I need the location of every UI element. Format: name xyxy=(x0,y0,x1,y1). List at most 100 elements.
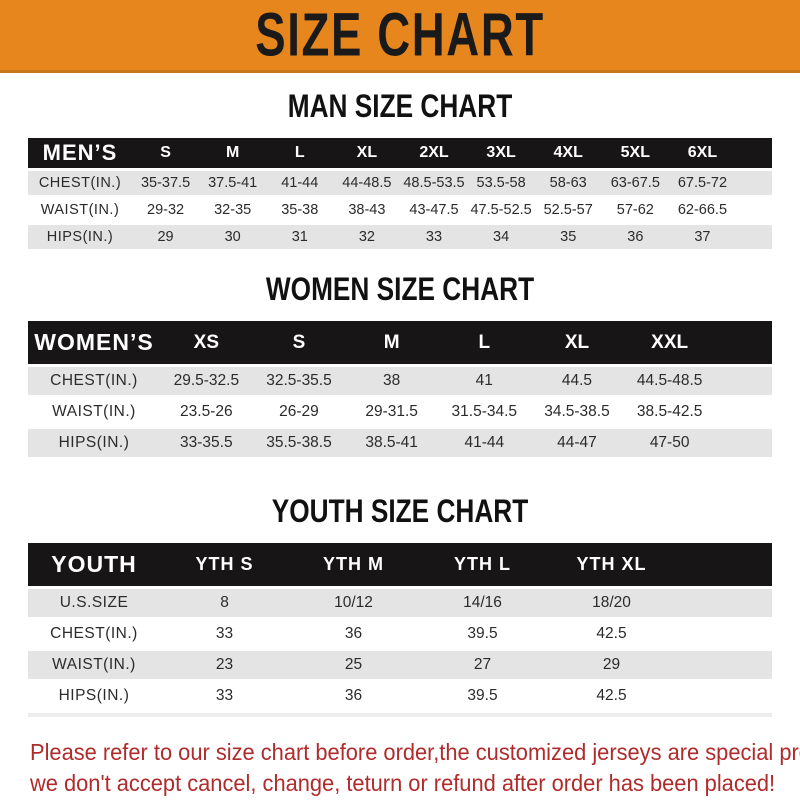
size-column-header: 3XL xyxy=(486,144,516,161)
size-table: MEN’S S M L XL 2XL 3XL 4XL 5XL 6XL CHEST(IN.) 35-37… xyxy=(28,135,772,252)
size-value-cell: 43-47.5 xyxy=(409,202,459,218)
size-value-cell: 41-44 xyxy=(464,434,505,451)
size-value-cell: 38-43 xyxy=(348,202,386,218)
row-label-cell: HIPS(IN.) xyxy=(58,687,130,704)
man-size-chart-title: MAN SIZE CHART xyxy=(287,88,513,124)
size-column-header: S xyxy=(160,144,171,161)
table-corner-label: WOMEN’S xyxy=(34,329,154,355)
size-value-cell: 32-35 xyxy=(214,202,252,218)
size-value-cell: 37 xyxy=(694,229,711,245)
size-value-cell: 34.5-38.5 xyxy=(544,403,610,420)
size-value-cell: 31.5-34.5 xyxy=(451,403,518,420)
size-value-cell: 35-37.5 xyxy=(140,175,191,191)
table-row: WAIST(IN.) 23 25 27 29 xyxy=(28,651,772,679)
size-column-header: L xyxy=(294,144,305,161)
table-corner-label: YOUTH xyxy=(51,551,137,577)
size-value-cell: 32 xyxy=(358,229,375,245)
womens-size-table: WOMEN’S XS S M L XL XXL CHEST(IN.) 29.5-32.5 32.5… xyxy=(28,318,772,460)
size-value-cell: 29-32 xyxy=(147,202,185,218)
section-men: MAN SIZE CHART MEN’S S M L XL 2XL 3XL 4XL 5XL 6XL… xyxy=(0,89,800,252)
row-spacer xyxy=(716,367,772,395)
size-column-header: XL xyxy=(564,331,590,353)
size-value-cell: 33-35.5 xyxy=(180,434,233,451)
size-value-cell: 37.5-41 xyxy=(208,175,258,191)
table-row: HIPS(IN.) 33 36 39.5 42.5 xyxy=(28,682,772,710)
women-size-chart-title: WOMEN SIZE CHART xyxy=(265,271,535,307)
size-value-cell: 47.5-52.5 xyxy=(470,202,532,218)
size-value-cell: 38.5-41 xyxy=(365,434,418,451)
header-spacer xyxy=(736,138,772,168)
header-spacer xyxy=(676,543,772,586)
page-title: SIZE CHART xyxy=(255,0,545,70)
size-value-cell: 47-50 xyxy=(649,434,690,451)
footer-note: Please refer to our size chart before or… xyxy=(30,737,800,799)
size-column-header: XS xyxy=(193,331,219,353)
size-value-cell: 23 xyxy=(215,656,234,673)
size-value-cell: 44-47 xyxy=(557,434,597,451)
size-value-cell: 44.5-48.5 xyxy=(636,372,703,389)
size-value-cell: 14/16 xyxy=(463,594,502,611)
mens-size-table: MEN’S S M L XL 2XL 3XL 4XL 5XL 6XL CHEST(IN.) 35-37… xyxy=(28,135,772,252)
size-value-cell: 33 xyxy=(215,687,234,704)
size-table: WOMEN’S XS S M L XL XXL CHEST(IN.) 29.5-32.5 32.5… xyxy=(28,318,772,460)
table-corner-label: MEN’S xyxy=(42,140,118,165)
size-value-cell: 35 xyxy=(560,229,577,245)
size-column-header: XXL xyxy=(651,331,689,353)
size-value-cell: 29 xyxy=(602,656,621,673)
size-value-cell: 8 xyxy=(220,594,229,611)
size-value-cell: 33 xyxy=(215,625,234,642)
size-column-header: 5XL xyxy=(620,144,650,161)
size-column-header: M xyxy=(226,144,240,161)
table-row: CHEST(IN.) 35-37.5 37.5-41 41-44 44-48.5 48.5… xyxy=(28,171,772,195)
row-label-cell: U.S.SIZE xyxy=(59,594,129,611)
size-value-cell: 42.5 xyxy=(596,625,627,642)
size-value-cell: 38 xyxy=(383,372,401,389)
size-column-header: M xyxy=(383,331,400,353)
table-row: CHEST(IN.) 33 36 39.5 42.5 xyxy=(28,620,772,648)
size-value-cell: 44-48.5 xyxy=(342,175,392,191)
size-value-cell: 29 xyxy=(157,229,174,245)
row-spacer xyxy=(736,171,772,195)
size-value-cell: 27 xyxy=(473,656,492,673)
size-value-cell: 39.5 xyxy=(467,625,498,642)
table-row: WAIST(IN.) 29-32 32-35 35-38 38-43 43-47.5 47.… xyxy=(28,198,772,222)
size-value-cell: 36 xyxy=(627,229,644,245)
size-value-cell: 58-63 xyxy=(549,175,587,191)
size-value-cell: 62-66.5 xyxy=(677,202,728,218)
table-row: WAIST(IN.) 23.5-26 26-29 29-31.5 31.5-34.5 34… xyxy=(28,398,772,426)
size-value-cell: 63-67.5 xyxy=(610,175,660,191)
row-label-cell: CHEST(IN.) xyxy=(38,175,122,191)
size-value-cell: 57-62 xyxy=(616,202,654,218)
table-row: CHEST(IN.) 29.5-32.5 32.5-35.5 38 41 44.5 44.5… xyxy=(28,367,772,395)
size-value-cell: 36 xyxy=(344,687,363,704)
size-table: YOUTH YTH S YTH M YTH L YTH XL U.S.SIZE 8 10/12… xyxy=(28,540,772,713)
size-column-header: YTH L xyxy=(454,554,511,574)
size-value-cell: 53.5-58 xyxy=(476,175,526,191)
row-spacer xyxy=(676,589,772,617)
size-value-cell: 48.5-53.5 xyxy=(403,175,465,191)
size-value-cell: 39.5 xyxy=(467,687,498,704)
row-spacer xyxy=(736,225,772,249)
size-value-cell: 35-38 xyxy=(281,202,319,218)
row-label-cell: HIPS(IN.) xyxy=(58,434,130,451)
size-column-header: YTH M xyxy=(323,554,384,574)
row-label-cell: CHEST(IN.) xyxy=(50,372,138,389)
size-value-cell: 67.5-72 xyxy=(677,175,728,191)
size-value-cell: 26-29 xyxy=(279,403,319,420)
footer-line-2: we don't accept cancel, change, teturn o… xyxy=(30,770,776,796)
row-spacer xyxy=(676,651,772,679)
size-value-cell: 36 xyxy=(344,625,363,642)
section-youth: YOUTH SIZE CHART YOUTH YTH S YTH M YTH L YTH… xyxy=(0,494,800,717)
size-column-header: 4XL xyxy=(553,144,583,161)
size-value-cell: 44.5 xyxy=(561,372,593,389)
size-value-cell: 52.5-57 xyxy=(543,202,593,218)
row-label-cell: WAIST(IN.) xyxy=(52,656,136,673)
size-column-header: 6XL xyxy=(687,144,718,161)
row-label-cell: WAIST(IN.) xyxy=(52,403,136,420)
table-row: HIPS(IN.) 33-35.5 35.5-38.5 38.5-41 41-44 44-… xyxy=(28,429,772,457)
footer-line-1: Please refer to our size chart before or… xyxy=(30,739,800,765)
row-label-cell: CHEST(IN.) xyxy=(50,625,138,642)
row-label-cell: WAIST(IN.) xyxy=(40,202,120,218)
size-column-header: L xyxy=(478,331,491,353)
